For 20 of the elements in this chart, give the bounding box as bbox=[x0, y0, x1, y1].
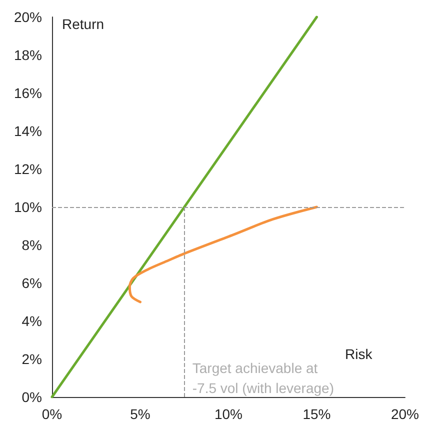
x-tick-label: 10% bbox=[214, 406, 243, 422]
y-tick-label: 0% bbox=[22, 389, 42, 405]
y-tick-label: 18% bbox=[14, 47, 42, 63]
x-axis-title: Risk bbox=[344, 346, 374, 362]
x-tick-label: 20% bbox=[390, 406, 420, 422]
y-tick-label: 6% bbox=[22, 275, 42, 291]
y-tick-label: 10% bbox=[14, 199, 42, 215]
x-tick-label: 5% bbox=[130, 406, 150, 422]
y-tick-label: 2% bbox=[22, 351, 42, 367]
x-tick-label: 15% bbox=[302, 406, 331, 422]
y-tick-label: 16% bbox=[14, 85, 42, 101]
y-axis-title: Return bbox=[62, 16, 104, 32]
y-tick-label: 4% bbox=[22, 313, 42, 329]
annotation: Target achievable at -7.5 vol (with leverage) bbox=[192, 360, 334, 396]
y-tick-label: 12% bbox=[14, 161, 42, 177]
line-series bbox=[128, 206, 318, 304]
y-tick-label: 14% bbox=[14, 123, 42, 139]
x-tick-label: 0% bbox=[42, 406, 62, 422]
y-tick-label: 8% bbox=[22, 237, 42, 253]
y-tick-label: 20% bbox=[14, 9, 42, 25]
